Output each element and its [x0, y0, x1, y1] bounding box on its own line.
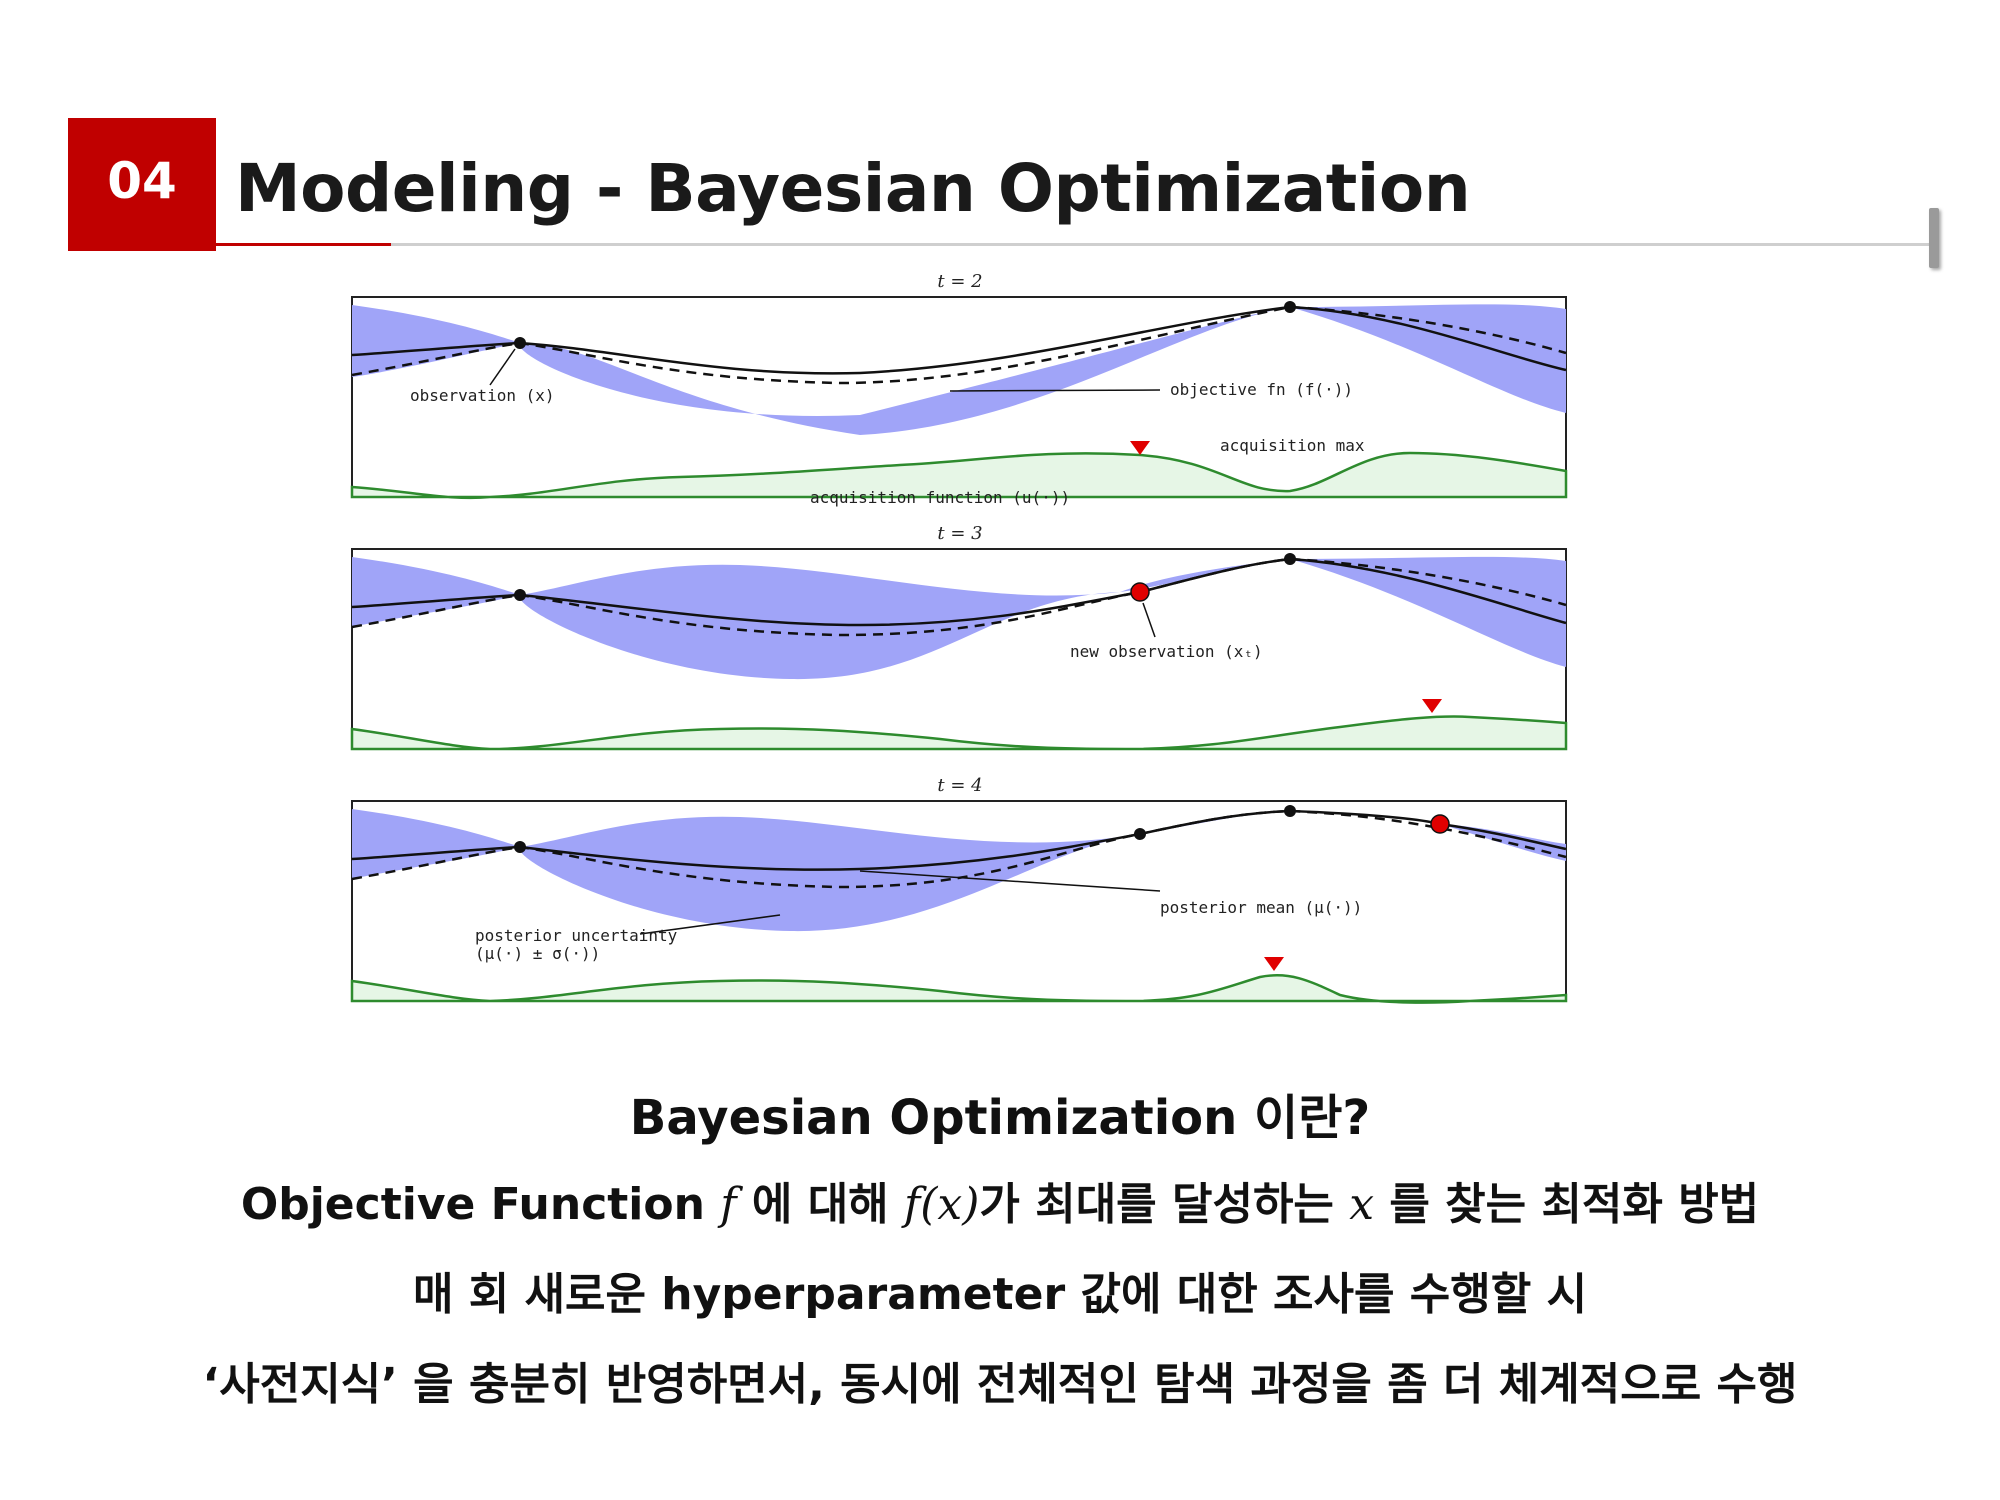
panel-t3: t = 3 new observation (xₜ)	[350, 523, 1568, 751]
uncertainty-band-t3	[352, 556, 1566, 680]
math-f-of-x: f(x)	[903, 1179, 980, 1230]
annotation-arrow	[489, 348, 516, 386]
observation-point	[1284, 553, 1296, 565]
observation-point	[514, 841, 526, 853]
slide-title: Modeling - Bayesian Optimization	[235, 150, 1471, 227]
title-underline-accent	[216, 243, 391, 246]
question-heading: Bayesian Optimization 이란?	[629, 1090, 1371, 1146]
observation-point	[1284, 301, 1296, 313]
definition-part-1: Objective Function	[240, 1179, 705, 1230]
math-x: x	[1349, 1179, 1375, 1230]
acquisition-function-t2	[350, 451, 1568, 500]
label-observation: observation (x)	[410, 386, 555, 405]
title-underline-cap	[1929, 208, 1939, 268]
panel-title-t3: t = 3	[937, 523, 982, 544]
annotation-arrow	[859, 870, 1161, 892]
observation-point	[514, 337, 526, 349]
definition-line: Objective Function f 에 대해 f(x)가 최대를 달성하는…	[0, 1168, 2000, 1232]
new-observation-point	[1130, 582, 1150, 602]
label-posterior-uncertainty: posterior uncertainty	[475, 926, 678, 945]
bayesian-optimization-figure: t = 2 observation (x) objective fn (f(·)…	[340, 265, 1580, 1010]
panel-title-t2: t = 2	[937, 271, 982, 292]
panel-t4: t = 4 posterior mean (μ(·)) posterior un…	[350, 775, 1568, 1004]
posterior-mean-t2	[351, 305, 1567, 375]
label-posterior-uncertainty-formula: (μ(·) ± σ(·))	[475, 944, 600, 963]
label-posterior-mean: posterior mean (μ(·))	[1160, 898, 1362, 917]
annotation-arrow	[1142, 602, 1156, 638]
uncertainty-band-t2	[352, 304, 1566, 435]
definition-part-2: 에 대해	[736, 1179, 904, 1230]
panel-title-t4: t = 4	[937, 775, 982, 796]
label-new-observation: new observation (xₜ)	[1070, 642, 1263, 661]
label-acquisition-function: acquisition function (u(·))	[810, 488, 1070, 507]
acquisition-max-marker	[1422, 699, 1442, 713]
acquisition-max-marker	[1264, 957, 1284, 971]
new-observation-point	[1430, 814, 1450, 834]
annotation-arrow	[949, 389, 1161, 392]
label-acquisition-max: acquisition max	[1220, 436, 1365, 455]
definition-part-3: 가 최대를 달성하는	[979, 1179, 1350, 1230]
label-objective-fn: objective fn (f(·))	[1170, 380, 1353, 399]
section-number-badge: 04	[68, 118, 216, 251]
panel-frame-t4	[351, 800, 1567, 1002]
uncertainty-band-t4	[352, 809, 1566, 932]
observation-point	[1284, 805, 1296, 817]
title-underline	[216, 243, 1933, 246]
acquisition-function-t4	[350, 973, 1568, 1004]
section-number: 04	[107, 151, 177, 210]
observation-point	[1134, 828, 1146, 840]
definition-part-4: 를 찾는 최적화 방법	[1374, 1179, 1760, 1230]
observation-point	[514, 589, 526, 601]
description-line-1: 매 회 새로운 hyperparameter 값에 대한 조사를 수행할 시	[412, 1269, 1588, 1320]
acquisition-function-t3	[350, 715, 1568, 751]
description-line-2: ‘사전지식’ 을 충분히 반영하면서, 동시에 전체적인 탐색 과정을 좀 더 …	[202, 1359, 1798, 1410]
math-f: f	[720, 1179, 737, 1230]
acquisition-max-marker	[1130, 441, 1150, 455]
objective-fn-t2	[351, 305, 1567, 385]
annotation-arrow	[639, 914, 781, 935]
panel-t2: t = 2 observation (x) objective fn (f(·)…	[350, 271, 1568, 507]
